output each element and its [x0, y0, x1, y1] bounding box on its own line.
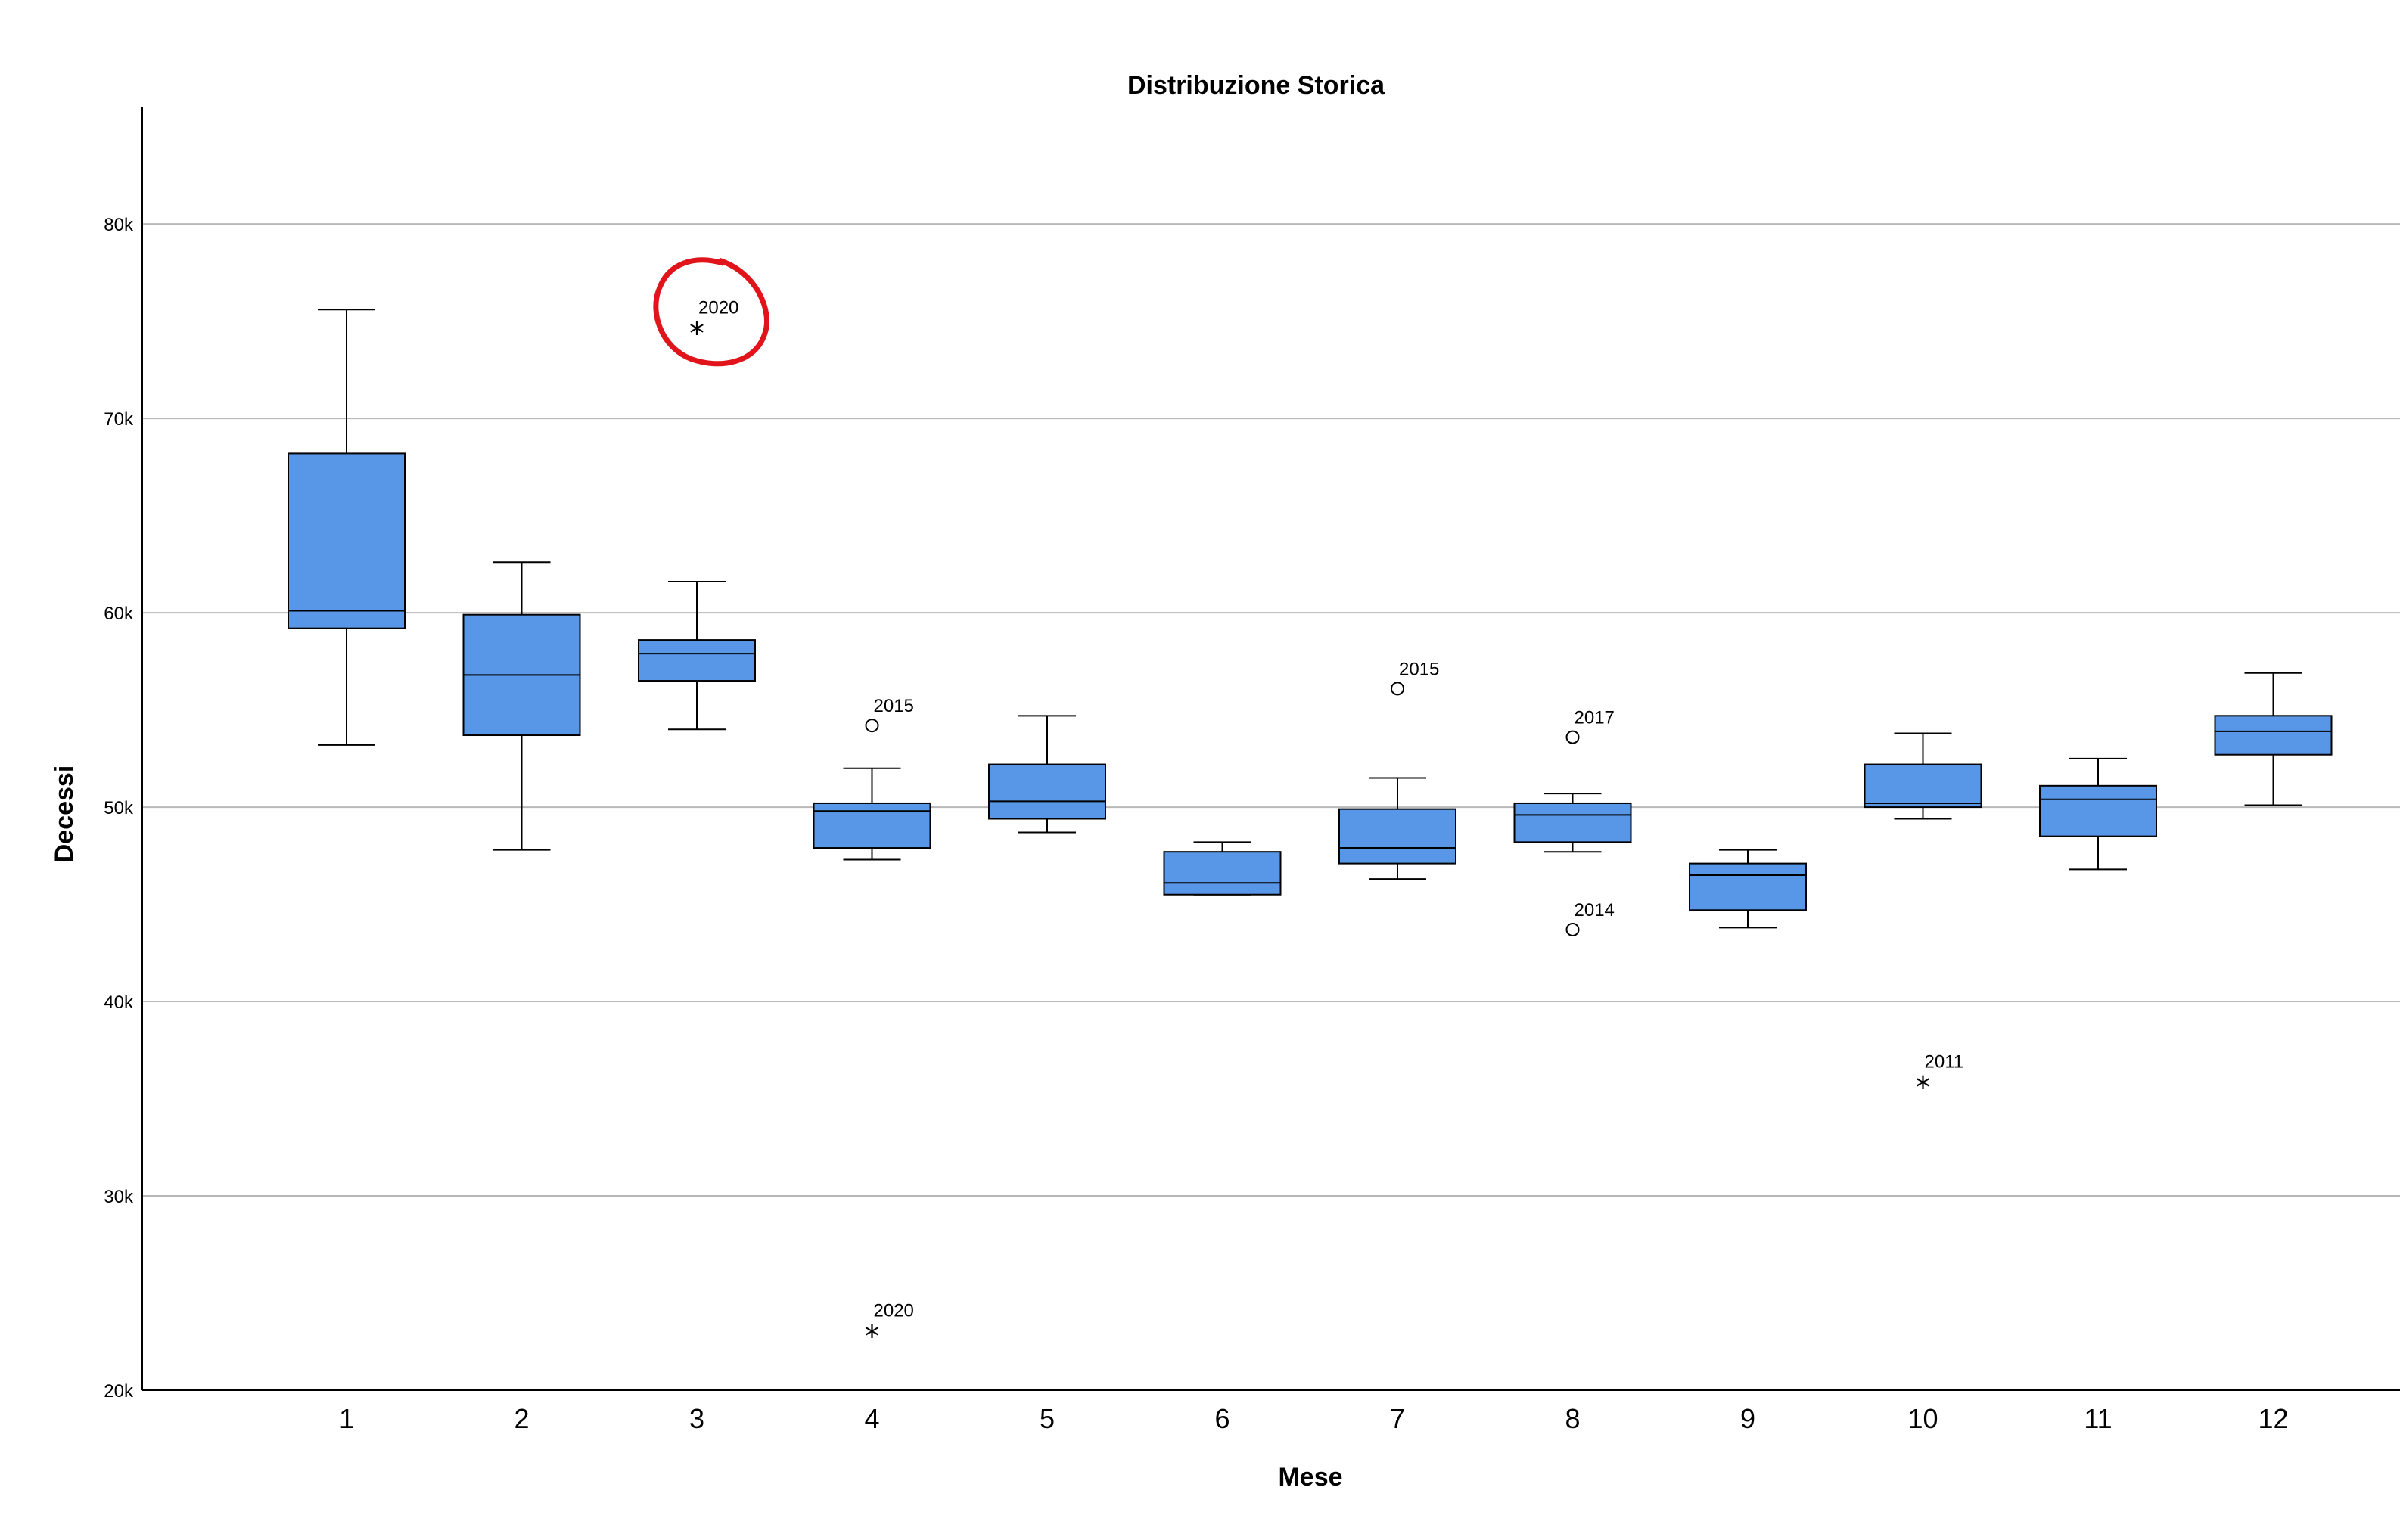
outlier-label: 2015: [1399, 659, 1439, 679]
box-month-6: [1163, 841, 1282, 896]
box-month-11: [2039, 757, 2157, 871]
box-month-3: [638, 581, 756, 731]
outlier-label: 2015: [874, 696, 914, 716]
interquartile-box: [988, 763, 1106, 820]
x-tick-labels: 1 2 3 4 5 6 7 8 9 10 11 12: [339, 1403, 2289, 1434]
interquartile-box: [813, 802, 931, 849]
boxes: [288, 309, 2333, 929]
box-month-12: [2214, 672, 2333, 806]
box-month-4: [813, 767, 931, 861]
x-tick-label: 9: [1740, 1403, 1755, 1434]
box-month-1: [288, 309, 406, 746]
outlier-circle: 2015: [1391, 659, 1439, 696]
outlier-label: 2020: [698, 297, 738, 318]
interquartile-box: [1689, 862, 1807, 911]
interquartile-box: [1864, 763, 1982, 809]
outlier-star-marker: *: [865, 1319, 880, 1354]
gridlines: [142, 223, 2400, 1197]
y-tick-label: 50k: [104, 798, 134, 818]
x-axis-title: Mese: [1278, 1463, 1342, 1492]
outlier-label: 2014: [1575, 900, 1615, 921]
y-tick-label: 70k: [104, 409, 134, 430]
red-highlight-circle: [653, 257, 769, 367]
outlier-label: 2020: [874, 1300, 914, 1321]
x-tick-label: 2: [514, 1403, 529, 1434]
outlier-label: 2011: [1925, 1051, 1964, 1072]
outlier-star-marker: *: [1916, 1070, 1931, 1105]
box-month-9: [1689, 849, 1807, 929]
axes: [141, 107, 2400, 1391]
interquartile-box: [2214, 715, 2333, 756]
x-tick-label: 1: [339, 1403, 354, 1434]
box-month-10: [1864, 732, 1982, 820]
y-tick-label: 40k: [104, 992, 134, 1013]
x-tick-label: 10: [1907, 1403, 1938, 1434]
box-month-8: [1513, 793, 1632, 853]
y-axis-title: Decessi: [50, 765, 79, 863]
interquartile-box: [1338, 808, 1456, 865]
chart-title: Distribuzione Storica: [1127, 71, 1385, 100]
outlier-circle-marker: [1565, 730, 1580, 744]
outlier-star: *2020: [653, 257, 769, 367]
outlier-circle-marker: [1565, 922, 1580, 936]
x-tick-label: 6: [1214, 1403, 1230, 1434]
outlier-circle: 2014: [1565, 900, 1615, 936]
outlier-circle: 2015: [865, 696, 914, 733]
box-month-5: [988, 715, 1106, 834]
outlier-circle-marker: [1391, 682, 1404, 696]
outlier-star: *2011: [1916, 1051, 1964, 1105]
outlier-circle-marker: [865, 719, 879, 733]
outlier-star: *2020: [865, 1300, 914, 1354]
interquartile-box: [1513, 802, 1632, 843]
outlier-star-marker: *: [689, 316, 704, 351]
y-tick-label: 60k: [104, 604, 134, 624]
y-tick-label: 80k: [104, 215, 134, 235]
x-tick-label: 4: [864, 1403, 879, 1434]
box-month-2: [462, 561, 581, 851]
x-tick-label: 12: [2258, 1403, 2288, 1434]
interquartile-box: [288, 452, 406, 629]
y-tick-labels: 20k 30k 40k 50k 60k 70k 80k: [104, 215, 134, 1402]
interquartile-box: [638, 639, 756, 682]
x-tick-label: 8: [1565, 1403, 1580, 1434]
y-tick-label: 30k: [104, 1187, 134, 1207]
x-tick-label: 5: [1040, 1403, 1055, 1434]
outlier-label: 2017: [1575, 708, 1615, 728]
y-tick-label: 20k: [104, 1381, 134, 1402]
box-month-7: [1338, 777, 1456, 880]
outlier-circle: 2017: [1565, 708, 1615, 744]
interquartile-box: [2039, 784, 2157, 837]
x-tick-label: 11: [2084, 1403, 2112, 1434]
interquartile-box: [1163, 851, 1282, 896]
x-tick-label: 3: [689, 1403, 704, 1434]
x-tick-label: 7: [1390, 1403, 1405, 1434]
